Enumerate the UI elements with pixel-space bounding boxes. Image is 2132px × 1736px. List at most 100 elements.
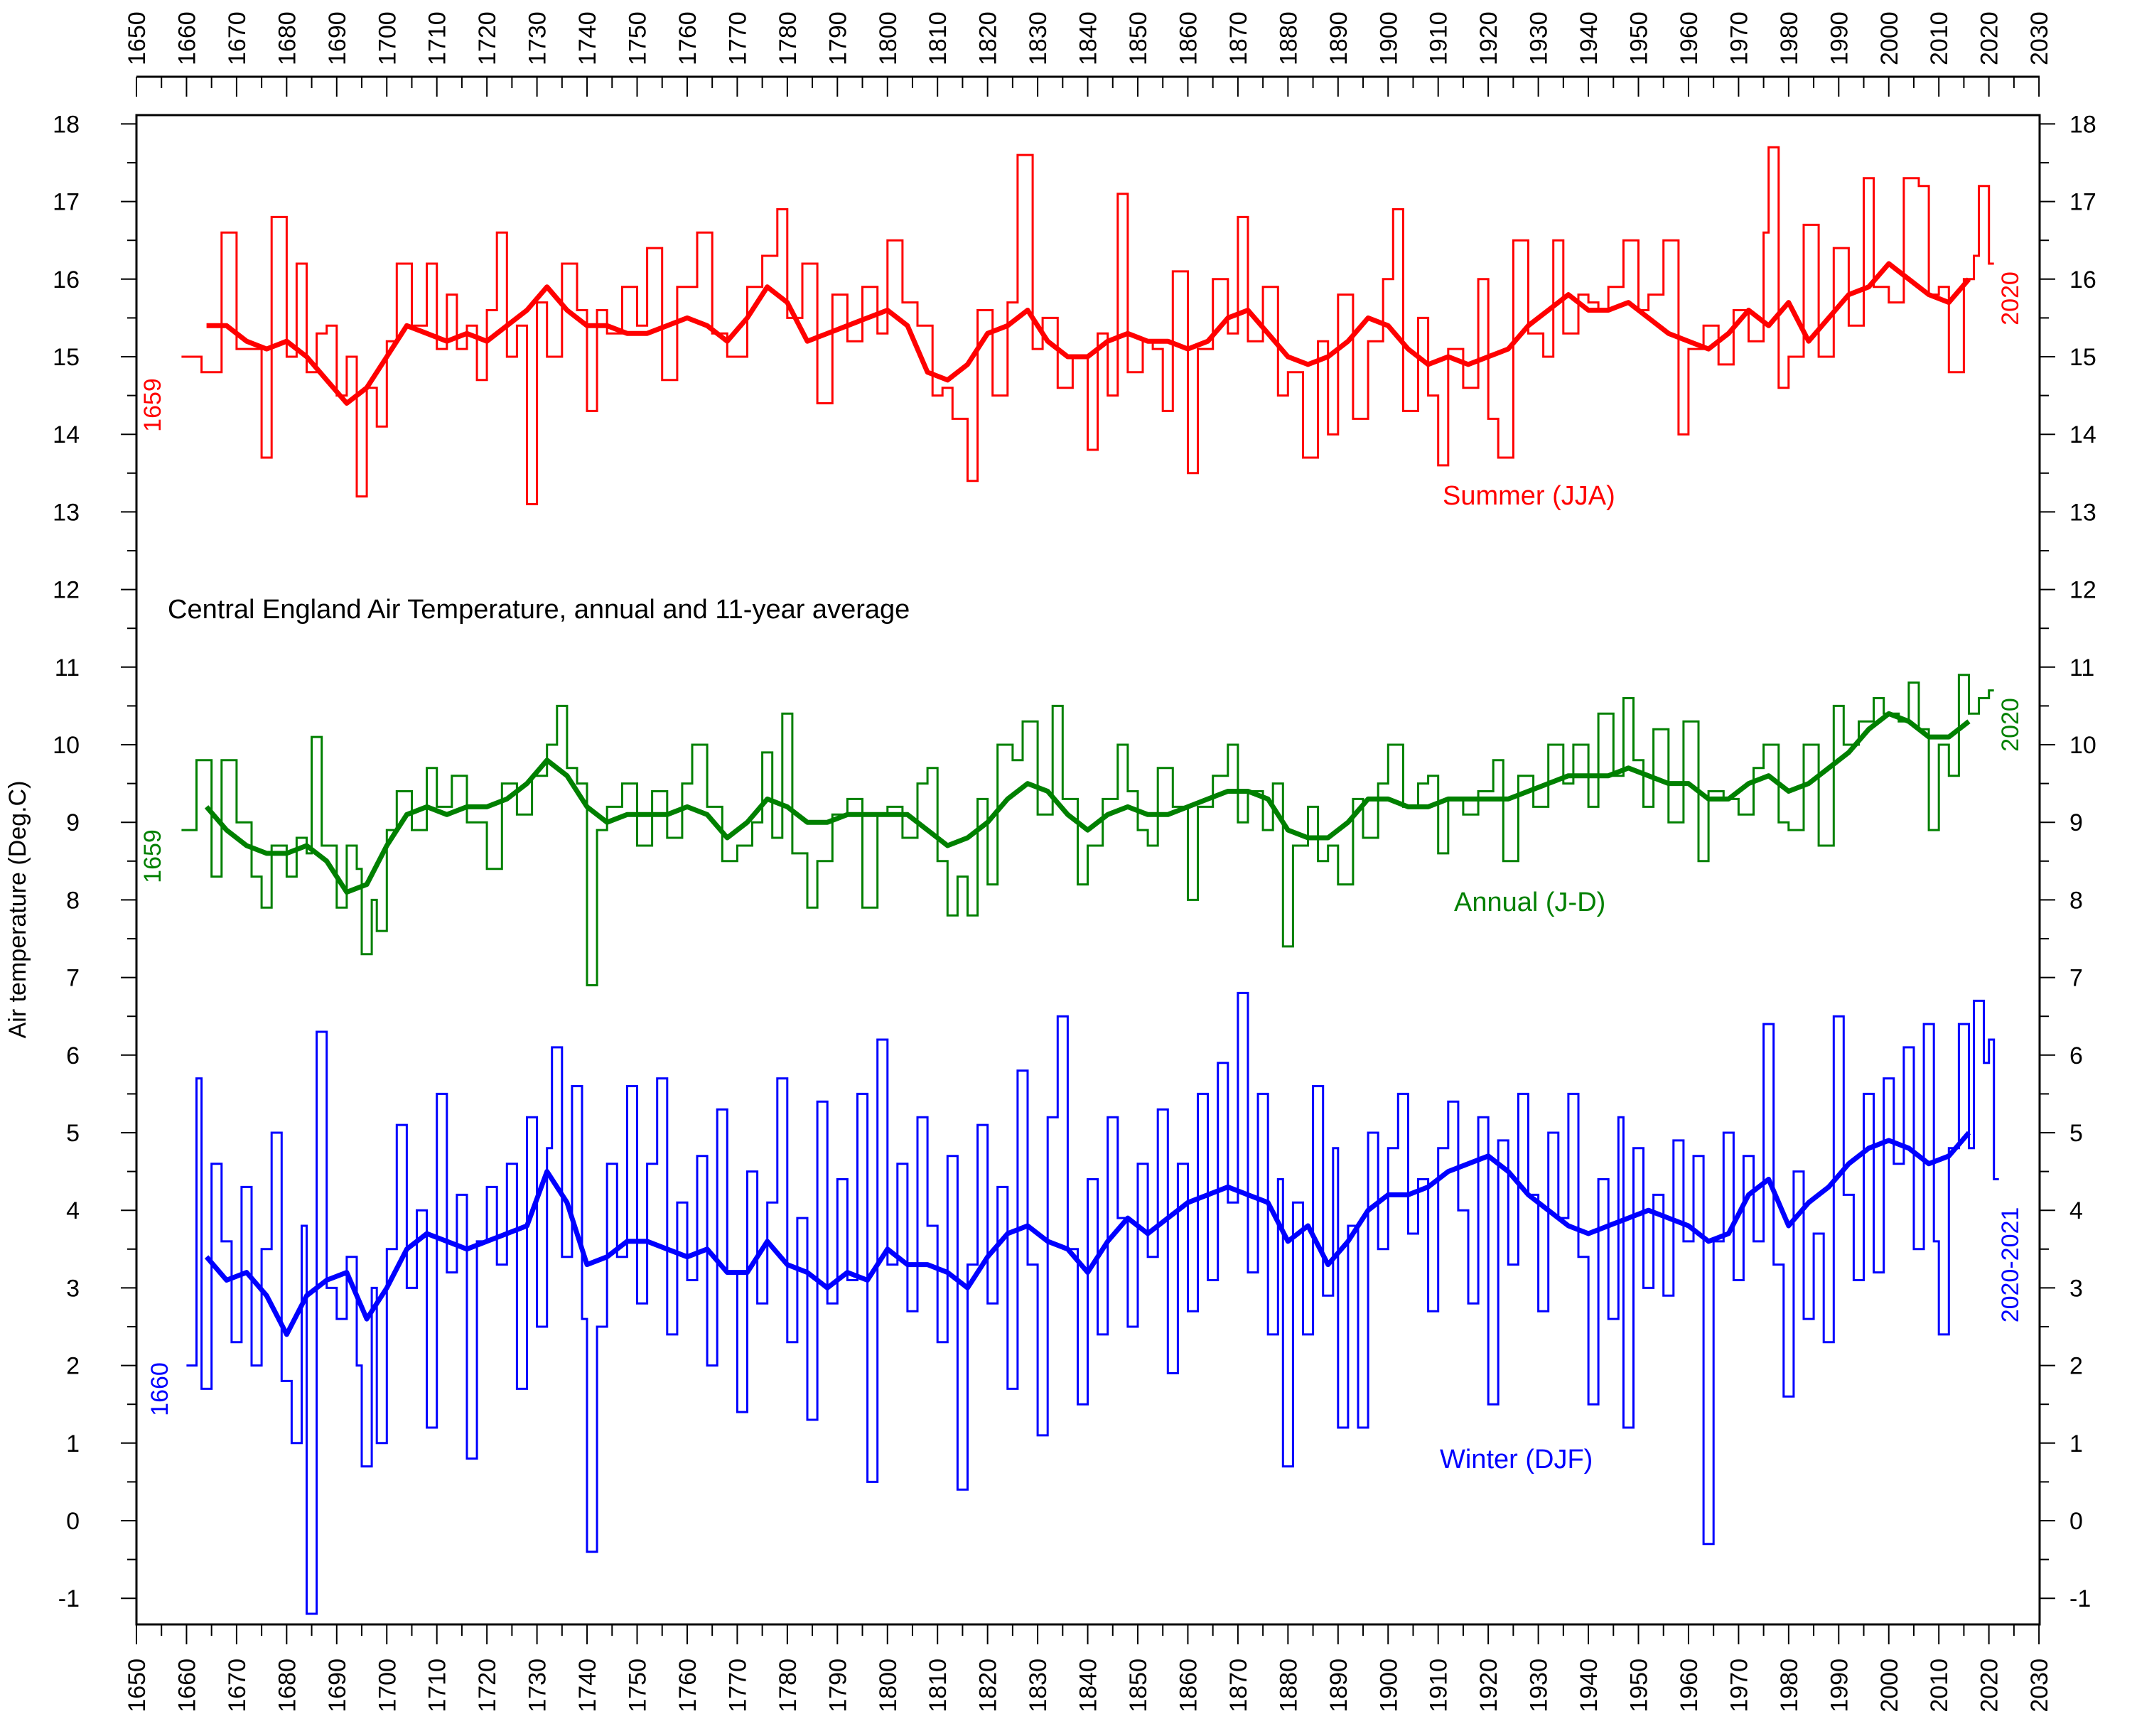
- y-tick-label-right: 5: [2069, 1120, 2083, 1147]
- y-tick-label-left: 1: [66, 1430, 80, 1457]
- x-tick-label-top: 1820: [975, 11, 1002, 65]
- x-tick-label-bottom: 1810: [925, 1659, 952, 1713]
- x-tick-label-top: 1650: [124, 11, 151, 65]
- x-tick-label-top: 1660: [173, 11, 200, 65]
- x-tick-label-top: 1690: [324, 11, 351, 65]
- y-tick-label-left: 11: [55, 654, 80, 681]
- x-tick-label-top: 1670: [224, 11, 251, 65]
- label-layer: 1650165016601660167016701680168016901690…: [53, 11, 2096, 1712]
- y-tick-label-right: 1: [2069, 1430, 2083, 1457]
- y-tick-label-left: 5: [66, 1120, 80, 1147]
- series-end-label: 2020: [1997, 271, 2024, 325]
- x-tick-label-bottom: 1790: [824, 1659, 851, 1713]
- y-tick-label-right: 4: [2069, 1197, 2083, 1224]
- y-axis-label: Air temperature (Deg.C): [4, 781, 31, 1039]
- x-tick-label-bottom: 1880: [1275, 1659, 1302, 1713]
- y-tick-label-right: 6: [2069, 1042, 2083, 1069]
- x-tick-label-bottom: 1750: [625, 1659, 652, 1713]
- annual-line: [181, 674, 1994, 986]
- series-end-label: 2020-2021: [1997, 1207, 2024, 1323]
- y-tick-label-left: 4: [66, 1197, 80, 1224]
- x-tick-label-top: 1680: [274, 11, 301, 65]
- x-tick-label-top: 2020: [1976, 11, 2003, 65]
- smoothed-line: [206, 261, 1971, 406]
- x-tick-label-bottom: 2010: [1926, 1659, 1953, 1713]
- y-tick-label-left: 12: [53, 577, 80, 604]
- y-tick-label-left: 16: [53, 266, 80, 293]
- series-label: Annual (J-D): [1454, 888, 1605, 917]
- series-label: Winter (DJF): [1440, 1445, 1593, 1474]
- y-tick-label-left: 0: [66, 1508, 80, 1535]
- x-tick-label-top: 2000: [1876, 11, 1903, 65]
- x-tick-label-top: 1850: [1125, 11, 1152, 65]
- x-tick-label-top: 1830: [1025, 11, 1052, 65]
- x-tick-label-bottom: 1930: [1526, 1659, 1553, 1713]
- x-tick-label-top: 1890: [1325, 11, 1352, 65]
- y-tick-label-right: 8: [2069, 887, 2083, 914]
- y-tick-label-left: 18: [53, 111, 80, 138]
- series-start-label: 1659: [139, 378, 166, 432]
- smoothed-line: [204, 711, 1971, 895]
- x-tick-label-bottom: 1740: [574, 1659, 601, 1713]
- x-tick-label-top: 1710: [424, 11, 451, 65]
- y-tick-label-left: 15: [53, 344, 80, 371]
- x-tick-label-top: 1800: [875, 11, 902, 65]
- series-label: Summer (JJA): [1443, 481, 1615, 511]
- chart-title: Central England Air Temperature, annual …: [168, 595, 910, 625]
- y-tick-label-left: 3: [66, 1275, 80, 1302]
- y-tick-label-left: 8: [66, 887, 80, 914]
- x-tick-label-top: 1700: [374, 11, 401, 65]
- y-tick-label-left: 7: [66, 965, 80, 992]
- y-tick-label-left: 2: [66, 1353, 80, 1380]
- x-tick-label-top: 1810: [925, 11, 952, 65]
- x-tick-label-bottom: 1960: [1676, 1659, 1703, 1713]
- x-tick-label-bottom: 1780: [775, 1659, 802, 1713]
- smoothed-line: [204, 1131, 1971, 1337]
- x-tick-label-top: 1760: [674, 11, 701, 65]
- x-tick-label-bottom: 1980: [1776, 1659, 1803, 1713]
- y-tick-label-left: 10: [53, 732, 80, 759]
- x-tick-label-bottom: 1900: [1375, 1659, 1402, 1713]
- series-layer: [181, 146, 1999, 1615]
- axis-layer: [121, 77, 2055, 1644]
- y-tick-label-right: 11: [2069, 654, 2094, 681]
- x-tick-label-bottom: 1800: [875, 1659, 902, 1713]
- x-tick-label-top: 1720: [474, 11, 501, 65]
- x-tick-label-bottom: 1910: [1426, 1659, 1453, 1713]
- y-tick-label-right: 17: [2069, 189, 2096, 216]
- x-tick-label-top: 1880: [1275, 11, 1302, 65]
- x-tick-label-bottom: 2000: [1876, 1659, 1903, 1713]
- x-tick-label-top: 1790: [824, 11, 851, 65]
- x-tick-label-bottom: 1700: [374, 1659, 401, 1713]
- y-tick-label-right: 18: [2069, 111, 2096, 138]
- y-tick-label-right: -1: [2069, 1585, 2091, 1612]
- x-tick-label-top: 1870: [1225, 11, 1252, 65]
- x-tick-label-bottom: 1710: [424, 1659, 451, 1713]
- x-tick-label-bottom: 1650: [124, 1659, 151, 1713]
- x-tick-label-top: 1750: [625, 11, 652, 65]
- x-tick-label-bottom: 1870: [1225, 1659, 1252, 1713]
- x-tick-label-top: 1990: [1826, 11, 1853, 65]
- x-tick-label-top: 1840: [1075, 11, 1102, 65]
- x-tick-label-top: 1780: [775, 11, 802, 65]
- y-tick-label-right: 7: [2069, 965, 2083, 992]
- x-tick-label-top: 1940: [1576, 11, 1603, 65]
- series-end-label: 2020: [1997, 698, 2024, 752]
- x-tick-label-bottom: 1680: [274, 1659, 301, 1713]
- x-tick-label-top: 2030: [2026, 11, 2053, 65]
- x-tick-label-top: 1970: [1725, 11, 1753, 65]
- x-tick-label-bottom: 2020: [1976, 1659, 2003, 1713]
- y-tick-label-right: 12: [2069, 577, 2096, 604]
- y-tick-label-right: 2: [2069, 1353, 2083, 1380]
- x-tick-label-top: 1930: [1526, 11, 1553, 65]
- x-tick-label-top: 1860: [1175, 11, 1202, 65]
- x-tick-label-top: 1740: [574, 11, 601, 65]
- y-tick-label-right: 15: [2069, 344, 2096, 371]
- x-tick-label-top: 1980: [1776, 11, 1803, 65]
- x-tick-label-bottom: 1940: [1576, 1659, 1603, 1713]
- x-tick-label-bottom: 1850: [1125, 1659, 1152, 1713]
- x-tick-label-bottom: 1890: [1325, 1659, 1352, 1713]
- y-tick-label-right: 9: [2069, 809, 2083, 836]
